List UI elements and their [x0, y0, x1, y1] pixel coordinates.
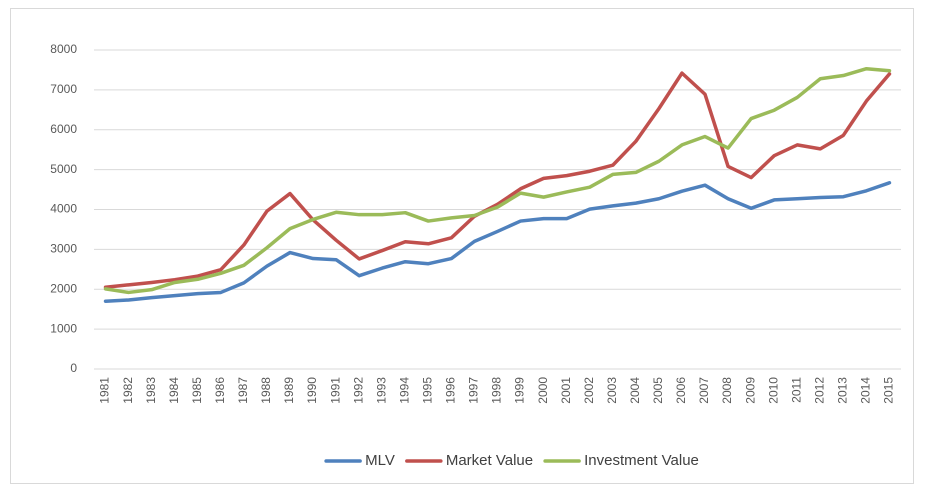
- x-tick-label: 1995: [421, 377, 435, 404]
- y-tick-label: 2000: [50, 281, 77, 295]
- y-tick-label: 1000: [50, 321, 77, 335]
- x-tick-label: 1981: [98, 377, 112, 404]
- x-tick-label: 2010: [766, 377, 780, 404]
- x-tick-label: 2013: [836, 377, 850, 404]
- y-tick-label: 7000: [50, 82, 77, 96]
- x-tick-label: 2011: [789, 377, 803, 403]
- x-tick-label: 1998: [490, 377, 504, 404]
- x-tick-label: 1988: [259, 377, 273, 404]
- data-line: [103, 71, 892, 290]
- x-tick-label: 1992: [351, 377, 365, 404]
- x-tick-label: 2015: [882, 377, 896, 404]
- x-tick-label: 2007: [697, 377, 711, 404]
- x-tick-label: 1996: [444, 377, 458, 404]
- data-line: [103, 66, 892, 295]
- x-tick-label: 1986: [213, 377, 227, 404]
- x-tick-label: 2005: [651, 377, 665, 404]
- y-tick-label: 5000: [50, 162, 77, 176]
- legend: MLV Market Value Investment Value: [324, 452, 699, 469]
- x-tick-label: 2009: [743, 377, 757, 404]
- x-tick-label: 1989: [282, 377, 296, 404]
- data-line: [103, 181, 892, 303]
- legend-label: Investment Value: [584, 452, 699, 469]
- legend-label: Market Value: [446, 452, 533, 469]
- x-tick-label: 1993: [374, 377, 388, 404]
- x-tick-label: 2000: [536, 377, 550, 404]
- x-tick-label: 2003: [605, 377, 619, 404]
- chart-border: [10, 8, 914, 484]
- x-tick-label: 2012: [812, 377, 826, 404]
- x-tick-label: 1997: [467, 377, 481, 404]
- x-tick-label: 1983: [144, 377, 158, 404]
- x-tick-label: 1991: [328, 377, 342, 404]
- x-tick-label: 1985: [190, 377, 204, 404]
- y-tick-label: 3000: [50, 242, 77, 256]
- x-tick-label: 2001: [559, 377, 573, 404]
- y-tick-label: 8000: [50, 42, 77, 56]
- x-tick-label: 2004: [628, 377, 642, 404]
- x-tick-label: 2006: [674, 377, 688, 404]
- x-tick-label: 1987: [236, 377, 250, 404]
- x-tick-label: 2014: [859, 377, 873, 404]
- x-tick-label: 1994: [397, 377, 411, 404]
- x-tick-label: 1982: [121, 377, 135, 404]
- x-tick-label: 1999: [513, 377, 527, 404]
- y-tick-label: 4000: [50, 202, 77, 216]
- x-tick-label: 1990: [305, 377, 319, 404]
- y-tick-label: 0: [70, 361, 77, 375]
- y-tick-label: 6000: [50, 122, 77, 136]
- x-tick-label: 2002: [582, 377, 596, 404]
- x-tick-label: 2008: [720, 377, 734, 404]
- x-tick-label: 1984: [167, 377, 181, 404]
- legend-label: MLV: [365, 452, 395, 469]
